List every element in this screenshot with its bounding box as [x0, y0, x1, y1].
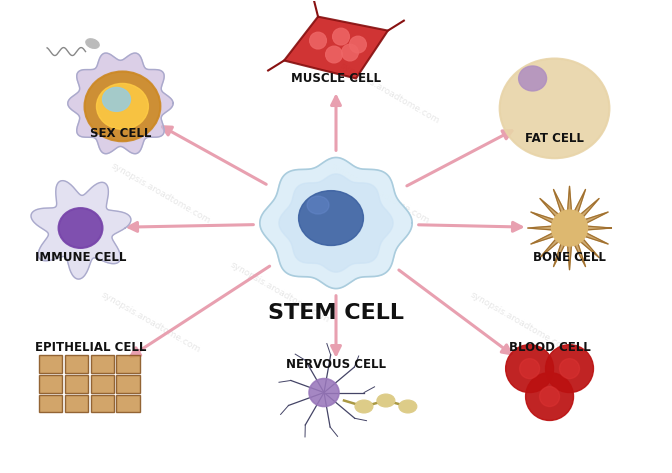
Circle shape [546, 345, 593, 393]
Text: MUSCLE CELL: MUSCLE CELL [291, 72, 381, 85]
Bar [116, 395, 140, 412]
Circle shape [325, 46, 343, 63]
Circle shape [540, 386, 560, 406]
Text: BLOOD CELL: BLOOD CELL [509, 341, 591, 354]
Ellipse shape [85, 71, 161, 141]
Polygon shape [279, 174, 393, 272]
Text: SEX CELL: SEX CELL [90, 127, 151, 140]
Polygon shape [68, 53, 173, 154]
Bar [91, 355, 114, 373]
Ellipse shape [355, 400, 373, 413]
Text: IMMUNE CELL: IMMUNE CELL [35, 252, 126, 264]
Ellipse shape [86, 39, 99, 48]
Text: synopsis.aroadtome.com: synopsis.aroadtome.com [329, 161, 431, 225]
Ellipse shape [58, 208, 103, 248]
Text: synopsis.aroadtome.com: synopsis.aroadtome.com [468, 290, 571, 355]
Ellipse shape [519, 66, 546, 91]
Ellipse shape [500, 59, 610, 158]
Text: EPITHELIAL CELL: EPITHELIAL CELL [35, 341, 146, 354]
Text: FAT CELL: FAT CELL [525, 132, 584, 145]
Circle shape [560, 359, 579, 378]
Text: STEM CELL: STEM CELL [268, 303, 404, 323]
Ellipse shape [97, 83, 149, 129]
Text: BONE CELL: BONE CELL [533, 252, 606, 264]
Polygon shape [260, 158, 412, 289]
Bar [65, 375, 89, 393]
Circle shape [505, 345, 554, 393]
Ellipse shape [307, 196, 329, 214]
Ellipse shape [377, 394, 395, 407]
Text: synopsis.aroadtome.com: synopsis.aroadtome.com [99, 290, 202, 355]
Text: synopsis.aroadtome.com: synopsis.aroadtome.com [229, 261, 331, 325]
Circle shape [349, 36, 366, 53]
Ellipse shape [309, 378, 339, 406]
Polygon shape [31, 181, 131, 279]
Circle shape [333, 28, 349, 45]
Bar [38, 375, 62, 393]
Ellipse shape [399, 400, 417, 413]
Bar [116, 355, 140, 373]
Circle shape [526, 373, 573, 420]
Ellipse shape [103, 88, 130, 111]
Bar [38, 355, 62, 373]
Polygon shape [284, 17, 388, 79]
Circle shape [552, 210, 587, 246]
Bar [65, 395, 89, 412]
Text: synopsis.aroadtome.com: synopsis.aroadtome.com [339, 61, 441, 126]
Bar [91, 395, 114, 412]
Polygon shape [528, 186, 612, 270]
Bar [65, 355, 89, 373]
Text: synopsis.aroadtome.com: synopsis.aroadtome.com [109, 161, 212, 225]
Bar [116, 375, 140, 393]
Bar [91, 375, 114, 393]
Ellipse shape [298, 191, 364, 245]
Bar [38, 395, 62, 412]
Circle shape [519, 359, 540, 378]
Text: NERVOUS CELL: NERVOUS CELL [286, 358, 386, 371]
Circle shape [341, 44, 358, 61]
Circle shape [310, 32, 327, 49]
